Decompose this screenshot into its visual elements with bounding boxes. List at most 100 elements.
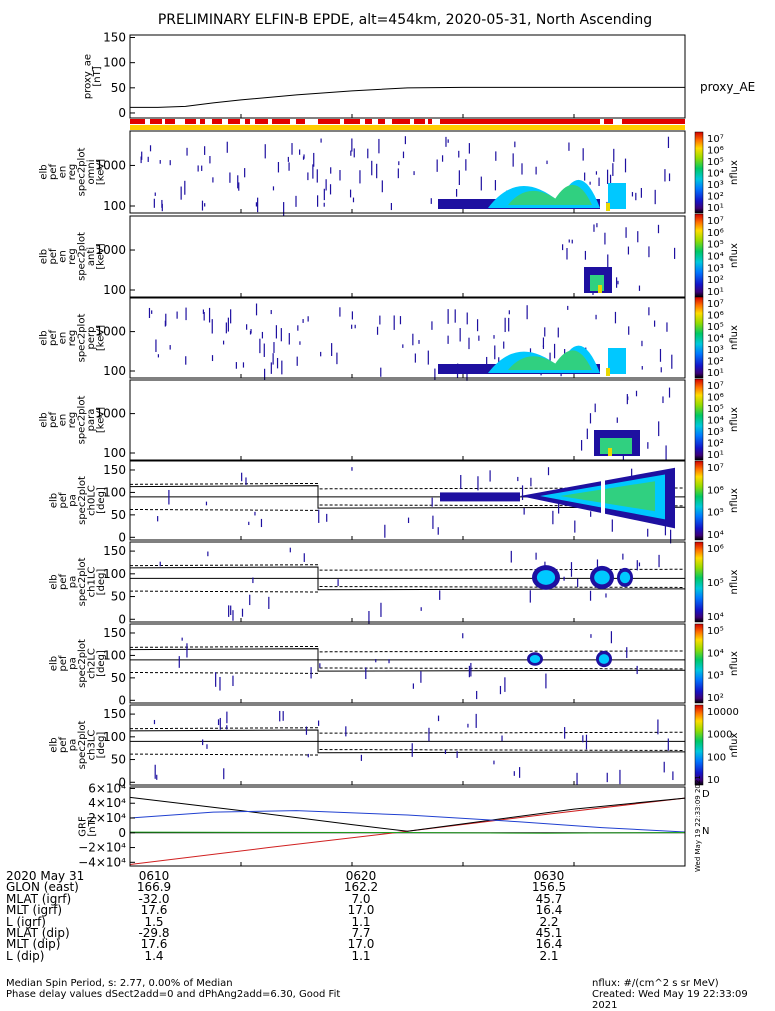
data-gap — [601, 330, 605, 377]
flux-stick — [654, 189, 656, 205]
flux-stick — [584, 250, 587, 260]
flux-stick — [606, 772, 608, 783]
flux-stick — [552, 510, 554, 525]
y-label-line: pa — [67, 494, 78, 506]
flux-stick — [204, 146, 206, 155]
flux-stick — [399, 316, 402, 325]
flux-stick — [307, 753, 309, 758]
flux-stick — [227, 317, 229, 332]
flux-stick — [232, 610, 234, 621]
flux-stick — [157, 354, 159, 358]
status-bar-segment — [165, 119, 175, 124]
flux-stick — [351, 311, 353, 320]
y-label-line: spec2plot — [77, 476, 88, 525]
flux-stick — [291, 143, 293, 155]
flux-stick — [397, 168, 399, 179]
panel-frame — [129, 541, 686, 623]
flux-stick — [252, 577, 254, 584]
flux-stick — [427, 350, 429, 365]
y-label-line: pa — [67, 739, 78, 751]
flux-stick — [636, 665, 638, 675]
flux-stick — [268, 596, 270, 609]
flux-stick — [398, 161, 400, 166]
flux-stick — [638, 285, 641, 291]
flux-stick — [273, 342, 275, 353]
flux-stick — [164, 320, 166, 327]
colorbar-tick: 10² — [707, 357, 724, 368]
x-axis-value: 45.7 — [535, 891, 563, 906]
flux-stick — [345, 726, 347, 737]
flux-stick — [476, 690, 478, 700]
flux-stick — [255, 202, 258, 207]
flux-stick — [546, 160, 548, 165]
flux-stick — [590, 511, 592, 517]
flux-stick — [658, 421, 660, 437]
x-axis-row-label: MLAT (igrf) — [6, 891, 72, 906]
y-label-line: pef — [48, 164, 59, 181]
flux-stick — [667, 738, 669, 751]
flux-stick — [185, 307, 187, 321]
x-axis-value: 2.1 — [539, 948, 559, 963]
flux-stick — [272, 353, 274, 365]
flux-stick — [225, 322, 227, 334]
flux-stick — [257, 197, 259, 213]
flux-stick — [381, 180, 383, 193]
y-tick-label: −4×10⁴ — [78, 855, 126, 869]
y-label-line: ch2LC — [86, 648, 97, 679]
flux-stick — [249, 594, 251, 606]
panel-frame — [129, 623, 686, 704]
colorbar-tick: 10⁴ — [707, 169, 724, 180]
footer-left-line-1: Median Spin Period, s: 2.77, 0.00% of Me… — [6, 978, 233, 989]
flux-stick — [323, 202, 325, 207]
flux-stick — [156, 774, 158, 780]
flux-stick — [653, 320, 656, 327]
colorbar-tick: 10⁷ — [707, 463, 724, 474]
y-tick-label: 6×10⁴ — [88, 781, 126, 795]
flux-stick — [589, 590, 592, 601]
status-bar-segment — [228, 119, 240, 124]
flux-stick — [493, 335, 495, 339]
x-axis-value: 16.4 — [535, 903, 563, 918]
flux-stick — [610, 631, 613, 644]
flux-stick — [498, 357, 500, 364]
flux-stick — [320, 351, 322, 357]
flux-stick — [657, 719, 659, 735]
flux-stick — [445, 136, 447, 147]
y-label-line: pa — [67, 576, 78, 588]
y-tick-label: 0 — [118, 612, 126, 626]
flux-stick — [169, 160, 171, 166]
grf-right-label: D — [702, 789, 710, 800]
x-axis-value: 1.1 — [351, 948, 371, 963]
y-label-line: [deg] — [96, 650, 107, 677]
colorbar-tick: 10⁵ — [707, 240, 724, 251]
status-bar-segment — [272, 119, 290, 124]
flux-stick — [318, 509, 320, 523]
x-axis-value: -29.8 — [138, 925, 170, 940]
y-label-line: para — [86, 409, 97, 432]
flux-stick — [584, 172, 586, 181]
flux-stick — [430, 198, 432, 204]
flux-stick — [209, 156, 211, 164]
flux-stick — [351, 138, 353, 152]
y-tick-label: 150 — [103, 626, 126, 640]
flux-stick — [276, 357, 279, 369]
flux-stick — [665, 445, 667, 460]
y-label-line: pef — [48, 330, 59, 347]
colorbar-tick: 10⁵ — [707, 626, 724, 637]
flux-stick — [493, 760, 495, 765]
flux-stick — [586, 428, 588, 440]
flux-stick — [226, 725, 228, 730]
flux-stick — [281, 360, 283, 375]
x-axis-row-label: GLON (east) — [6, 880, 79, 895]
flux-stick — [378, 138, 380, 154]
y-label-line: elb — [48, 493, 59, 508]
y-label-line: [nT] — [92, 66, 103, 86]
flux-stick — [148, 307, 151, 318]
y-label-line: spec2plot — [77, 639, 88, 688]
flux-stick — [508, 310, 510, 315]
colorbar-tick: 10⁵ — [707, 404, 724, 415]
colorbar-label: nflux — [729, 325, 740, 350]
flux-stick — [489, 470, 491, 482]
panel-frame — [129, 379, 686, 461]
